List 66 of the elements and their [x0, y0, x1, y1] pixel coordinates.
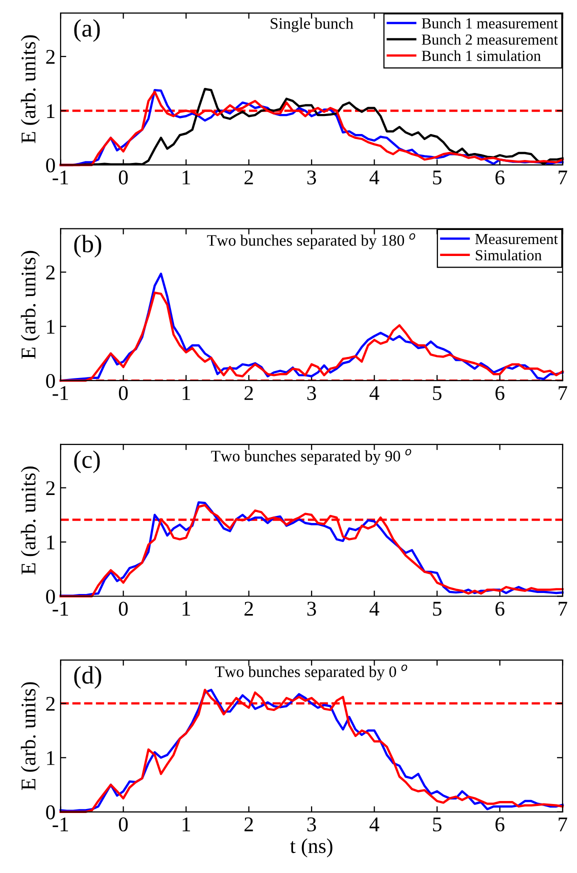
y-tick-label: 0 — [46, 158, 55, 172]
x-tick-label: 1 — [182, 817, 190, 832]
x-tick-label: 5 — [433, 818, 442, 832]
x-tick-label: 4 — [370, 817, 380, 832]
x-tick-label: 3 — [307, 602, 316, 616]
x-tick-label: -1 — [52, 386, 68, 400]
y-tick-label: 0 — [46, 805, 55, 820]
y-tick-label: 0 — [46, 590, 55, 604]
y-tick-label: 2 — [46, 481, 55, 495]
annotation: (a) — [74, 19, 100, 42]
x-tick-label: 3 — [307, 817, 316, 832]
y-tick-label: 1 — [47, 104, 54, 118]
x-tick-label: 2 — [244, 602, 253, 616]
x-tick-label: 0 — [118, 817, 128, 832]
x-tick-label: 4 — [370, 602, 380, 616]
x-tick-label: 0 — [118, 170, 128, 184]
x-tick-label: 0 — [118, 386, 128, 400]
y-axis-title: E (arb. units) — [20, 250, 40, 359]
y-axis-title: E (arb. units) — [20, 682, 40, 790]
x-tick-label: 5 — [433, 386, 442, 400]
legend-label: Bunch 1 measurement — [422, 18, 558, 29]
x-tick-label: -1 — [52, 602, 68, 616]
x-tick-label: 2 — [244, 170, 253, 184]
x-tick-label: 1 — [182, 170, 190, 184]
x-tick-label: 3 — [307, 386, 316, 400]
x-tick-label: 6 — [496, 817, 504, 832]
x-tick-label: 4 — [370, 170, 380, 184]
x-tick-label: 0 — [118, 602, 128, 616]
annotation: (c) — [74, 450, 100, 474]
legend-label: Simulation — [476, 250, 542, 260]
x-tick-label: -1 — [52, 170, 68, 184]
x-tick-label: 7 — [558, 170, 568, 184]
x-tick-label: 5 — [433, 170, 442, 184]
y-tick-label: 2 — [46, 50, 55, 64]
y-tick-label: 1 — [47, 751, 54, 765]
x-tick-label: 2 — [244, 386, 253, 400]
x-tick-label: 6 — [496, 170, 504, 184]
chart-title: Single bunch — [270, 18, 354, 32]
x-tick-label: 1 — [182, 602, 190, 616]
y-tick-label: 0 — [46, 374, 55, 388]
y-tick-label: 2 — [46, 266, 55, 280]
x-tick-label: 5 — [433, 602, 442, 616]
x-axis-title: t (ns) — [290, 838, 332, 858]
y-tick-label: 2 — [46, 696, 55, 711]
legend-label: Bunch 2 measurement — [422, 34, 558, 45]
legend-label: Bunch 1 simulation — [422, 50, 541, 62]
y-axis-title: E (arb. units) — [20, 466, 40, 574]
x-tick-label: 6 — [496, 386, 504, 400]
chart-title: Two bunches separated by 90 $^{o}$ — [211, 448, 412, 465]
x-tick-label: 4 — [370, 386, 380, 400]
y-tick-label: 1 — [47, 320, 54, 334]
x-tick-label: 7 — [558, 602, 568, 616]
x-tick-label: 6 — [496, 602, 504, 616]
x-tick-label: 1 — [182, 386, 190, 400]
x-tick-label: -1 — [52, 817, 68, 832]
x-tick-label: 3 — [307, 170, 316, 184]
y-axis-title: E (arb. units) — [20, 35, 40, 144]
x-tick-label: 2 — [244, 817, 253, 832]
legend-label: Measurement — [475, 234, 558, 244]
chart-title: Two bunches separated by 180 $^{o}$ — [207, 233, 416, 250]
annotation: (d) — [74, 666, 102, 689]
y-tick-label: 1 — [47, 535, 54, 550]
chart-title: Two bunches separated by 0 $^{o}$ — [215, 664, 408, 680]
annotation: (b) — [74, 234, 102, 258]
x-tick-label: 7 — [558, 386, 568, 400]
x-tick-label: 7 — [558, 818, 568, 832]
